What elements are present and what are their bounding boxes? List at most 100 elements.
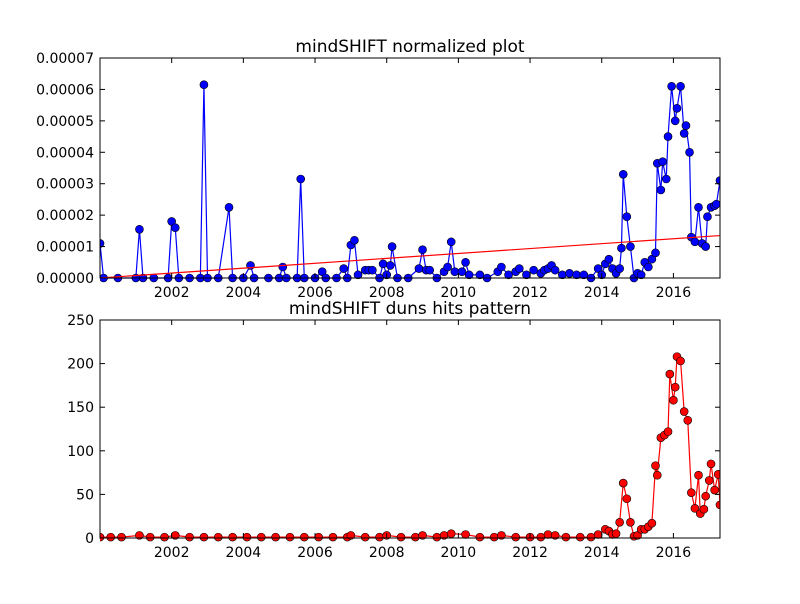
data-point bbox=[199, 80, 209, 90]
data-point bbox=[536, 532, 546, 542]
data-point bbox=[504, 270, 513, 280]
data-point bbox=[656, 185, 666, 195]
data-point bbox=[652, 470, 662, 480]
series-line bbox=[100, 234, 720, 279]
data-point bbox=[617, 243, 626, 253]
x-tick-label: 2004 bbox=[226, 545, 262, 561]
data-point bbox=[100, 239, 105, 248]
data-point bbox=[676, 81, 685, 91]
x-tick-label: 2008 bbox=[369, 285, 405, 301]
y-tick-label: 0.00000 bbox=[36, 271, 94, 287]
data-point bbox=[679, 407, 689, 416]
x-tick-label: 2002 bbox=[154, 545, 190, 561]
data-point bbox=[360, 532, 370, 542]
data-point bbox=[418, 531, 427, 540]
data-point bbox=[626, 518, 635, 527]
data-point bbox=[618, 478, 628, 488]
x-tick-label: 2010 bbox=[441, 285, 477, 301]
data-point bbox=[694, 202, 703, 212]
data-point bbox=[515, 264, 524, 273]
data-point bbox=[314, 532, 323, 542]
y-tick-label: 0.00004 bbox=[36, 145, 94, 161]
y-tick-label: 0.00002 bbox=[36, 208, 94, 224]
data-point bbox=[425, 265, 435, 275]
data-point bbox=[461, 530, 470, 539]
y-tick-label: 0.00007 bbox=[36, 51, 94, 67]
y-tick-label: 0.00003 bbox=[36, 177, 94, 193]
x-tick-label: 2012 bbox=[512, 285, 548, 301]
data-point bbox=[228, 532, 237, 542]
data-point bbox=[446, 529, 456, 538]
y-tick-label: 0 bbox=[85, 531, 94, 547]
data-point bbox=[593, 530, 603, 539]
y-tick-label: 0.00006 bbox=[36, 82, 94, 98]
data-point bbox=[687, 488, 696, 497]
data-point bbox=[701, 491, 710, 501]
data-point bbox=[715, 500, 720, 510]
data-point bbox=[396, 532, 406, 542]
data-point bbox=[586, 532, 596, 542]
data-point bbox=[713, 470, 720, 479]
data-point bbox=[443, 262, 452, 272]
y-tick-label: 250 bbox=[67, 313, 94, 329]
data-point bbox=[464, 270, 474, 280]
x-tick-label: 2012 bbox=[512, 545, 548, 561]
data-point bbox=[411, 532, 420, 542]
data-point bbox=[703, 212, 712, 222]
data-point bbox=[690, 504, 700, 513]
data-point bbox=[550, 265, 560, 275]
data-point bbox=[224, 202, 234, 212]
data-point bbox=[271, 532, 280, 542]
data-point bbox=[651, 248, 660, 258]
data-point bbox=[672, 103, 682, 113]
data-point bbox=[622, 212, 632, 222]
data-point bbox=[350, 235, 359, 245]
y-tick-label: 150 bbox=[67, 400, 94, 416]
data-point bbox=[667, 81, 676, 91]
data-point bbox=[683, 415, 693, 425]
data-point bbox=[665, 369, 675, 379]
data-point bbox=[497, 531, 506, 540]
data-point bbox=[378, 259, 388, 269]
x-tick-label: 2002 bbox=[154, 285, 190, 301]
y-tick-label: 200 bbox=[67, 357, 94, 373]
data-point bbox=[339, 264, 348, 273]
data-point bbox=[160, 532, 169, 542]
data-point bbox=[701, 242, 710, 251]
x-tick-label: 2010 bbox=[441, 545, 477, 561]
data-point bbox=[446, 237, 456, 247]
data-point bbox=[346, 531, 356, 540]
x-tick-label: 2006 bbox=[297, 285, 333, 301]
data-point bbox=[511, 532, 521, 542]
data-point bbox=[690, 237, 700, 247]
data-point bbox=[699, 504, 709, 514]
data-point bbox=[575, 532, 585, 542]
data-point bbox=[100, 532, 105, 542]
data-point bbox=[622, 494, 632, 504]
data-point bbox=[106, 532, 116, 542]
data-point bbox=[618, 169, 628, 179]
data-point bbox=[457, 267, 467, 277]
data-point bbox=[489, 532, 499, 542]
plot-frame bbox=[99, 319, 721, 539]
data-point bbox=[475, 270, 485, 280]
data-point bbox=[170, 223, 180, 233]
plot-frame bbox=[99, 57, 721, 279]
data-point bbox=[529, 265, 538, 275]
data-point bbox=[611, 529, 621, 538]
data-point bbox=[213, 532, 223, 542]
y-tick-label: 0.00005 bbox=[36, 114, 94, 130]
data-point bbox=[256, 532, 266, 542]
data-point bbox=[278, 262, 288, 272]
data-point bbox=[685, 147, 694, 157]
data-point bbox=[712, 199, 720, 209]
data-point bbox=[679, 129, 689, 138]
data-point bbox=[647, 518, 657, 528]
data-point bbox=[450, 267, 460, 277]
data-point bbox=[579, 270, 589, 280]
data-point bbox=[418, 245, 427, 255]
x-tick-label: 2014 bbox=[584, 285, 620, 301]
data-point bbox=[550, 531, 560, 540]
data-point bbox=[658, 157, 667, 167]
